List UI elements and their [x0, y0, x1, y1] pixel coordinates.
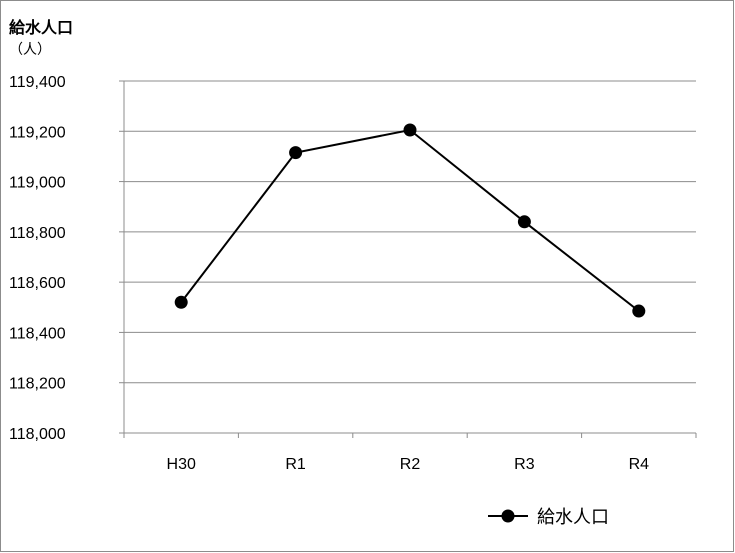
y-tick-label: 118,200: [9, 376, 66, 393]
x-tick-label: R3: [514, 456, 535, 473]
x-tick-label: R2: [400, 456, 421, 473]
x-tick-label: R1: [285, 456, 306, 473]
data-point: [174, 295, 188, 309]
data-point: [403, 123, 417, 137]
data-point: [289, 146, 303, 160]
y-axis-unit-label: （人）: [9, 42, 51, 58]
y-tick-label: 118,600: [9, 275, 66, 292]
data-point: [632, 304, 646, 318]
y-tick-label: 118,400: [9, 325, 66, 342]
x-tick-label: R4: [629, 456, 650, 473]
axes: [123, 81, 697, 438]
series-layer: [174, 123, 646, 318]
legend-label: 給水人口: [537, 507, 609, 528]
x-tick-label: H30: [167, 456, 196, 473]
series-line: [180, 128, 640, 312]
y-tick-label: 119,400: [9, 74, 66, 91]
gridlines: [124, 80, 696, 384]
y-tick-label: 119,000: [9, 175, 66, 192]
legend-marker: [501, 509, 515, 523]
y-axis-ticks: 119,400 119,200 119,000 118,800 118,600 118,4…: [9, 74, 124, 443]
y-tick-label: 118,800: [9, 225, 66, 242]
data-point: [517, 215, 531, 229]
y-tick-label: 119,200: [9, 124, 66, 141]
y-tick-label: 118,000: [9, 426, 66, 443]
legend: 給水人口: [488, 507, 609, 528]
x-axis-labels: H30 R1 R2 R3 R4: [167, 456, 650, 473]
chart-title: 給水人口: [9, 18, 74, 37]
